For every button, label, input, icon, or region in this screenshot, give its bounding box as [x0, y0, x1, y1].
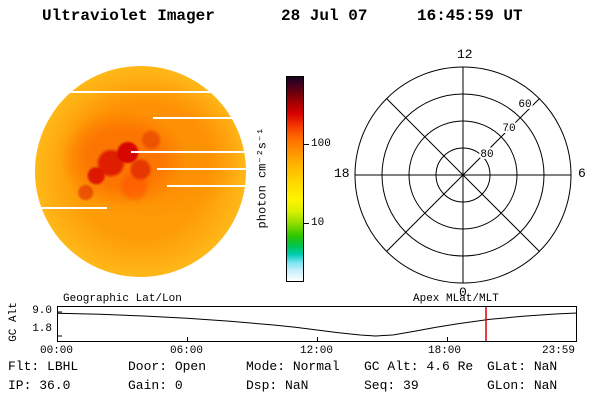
mlt-label-6: 6 [578, 166, 586, 181]
colorbar-tick [304, 144, 309, 145]
mlat-ring-label-60: 60 [518, 99, 531, 111]
uv-image [35, 66, 246, 277]
status-field-gain: Gain: 0 [128, 378, 183, 393]
apex-mlat-mlt-label: Apex MLat/MLT [413, 293, 499, 305]
status-field-gcalt: GC Alt: 4.6 Re [364, 359, 474, 374]
time-label: 16:45:59 UT [417, 7, 523, 25]
gc-alt-plot [57, 306, 577, 342]
dropout-line [157, 168, 246, 170]
mlt-label-0: 0 [459, 285, 467, 300]
status-field-dsp: Dsp: NaN [246, 378, 309, 393]
mlt-label-12: 12 [457, 47, 473, 62]
dropout-line [53, 91, 221, 93]
plot-frame [57, 306, 577, 342]
x-tick-label: 00:00 [40, 345, 74, 357]
polar-grid-plot: 60 70 80 [354, 66, 572, 284]
app-title: Ultraviolet Imager [42, 7, 215, 25]
dropout-line [167, 185, 246, 187]
mlat-ring-label-70: 70 [502, 123, 515, 135]
mlt-spoke [386, 98, 540, 252]
dropout-line [153, 117, 246, 119]
x-tick-label: 06:00 [170, 345, 204, 357]
x-tick-label: 23:59 [542, 345, 576, 357]
colorbar-tick-label: 10 [311, 217, 325, 229]
x-tick-label: 18:00 [428, 345, 462, 357]
status-field-door: Door: Open [128, 359, 207, 374]
y-axis-title: GC Alt [8, 302, 20, 342]
gc-alt-curve [57, 312, 577, 337]
colorbar-label: photon cm⁻²s⁻¹ [255, 127, 270, 229]
date-label: 28 Jul 07 [281, 7, 368, 25]
status-field-glat: GLat: NaN [487, 359, 558, 374]
status-field-ip: IP: 36.0 [8, 378, 71, 393]
mlat-ring-label-80: 80 [480, 149, 493, 161]
status-field-flt: Flt: LBHL [8, 359, 79, 374]
geographic-latlon-label: Geographic Lat/Lon [63, 293, 182, 305]
colorbar-tick [304, 223, 309, 224]
status-field-seq: Seq: 39 [364, 378, 419, 393]
x-tick-label: 12:00 [300, 345, 334, 357]
colorbar [286, 76, 304, 282]
dropout-line [41, 207, 107, 209]
mlt-label-18: 18 [334, 166, 350, 181]
status-field-glon: GLon: NaN [487, 378, 558, 393]
y-tick-label: 9.0 [32, 305, 52, 317]
y-tick-label: 1.8 [32, 323, 52, 335]
dropout-line [131, 151, 246, 153]
status-field-mode: Mode: Normal [246, 359, 340, 374]
colorbar-tick-label: 100 [311, 138, 331, 150]
